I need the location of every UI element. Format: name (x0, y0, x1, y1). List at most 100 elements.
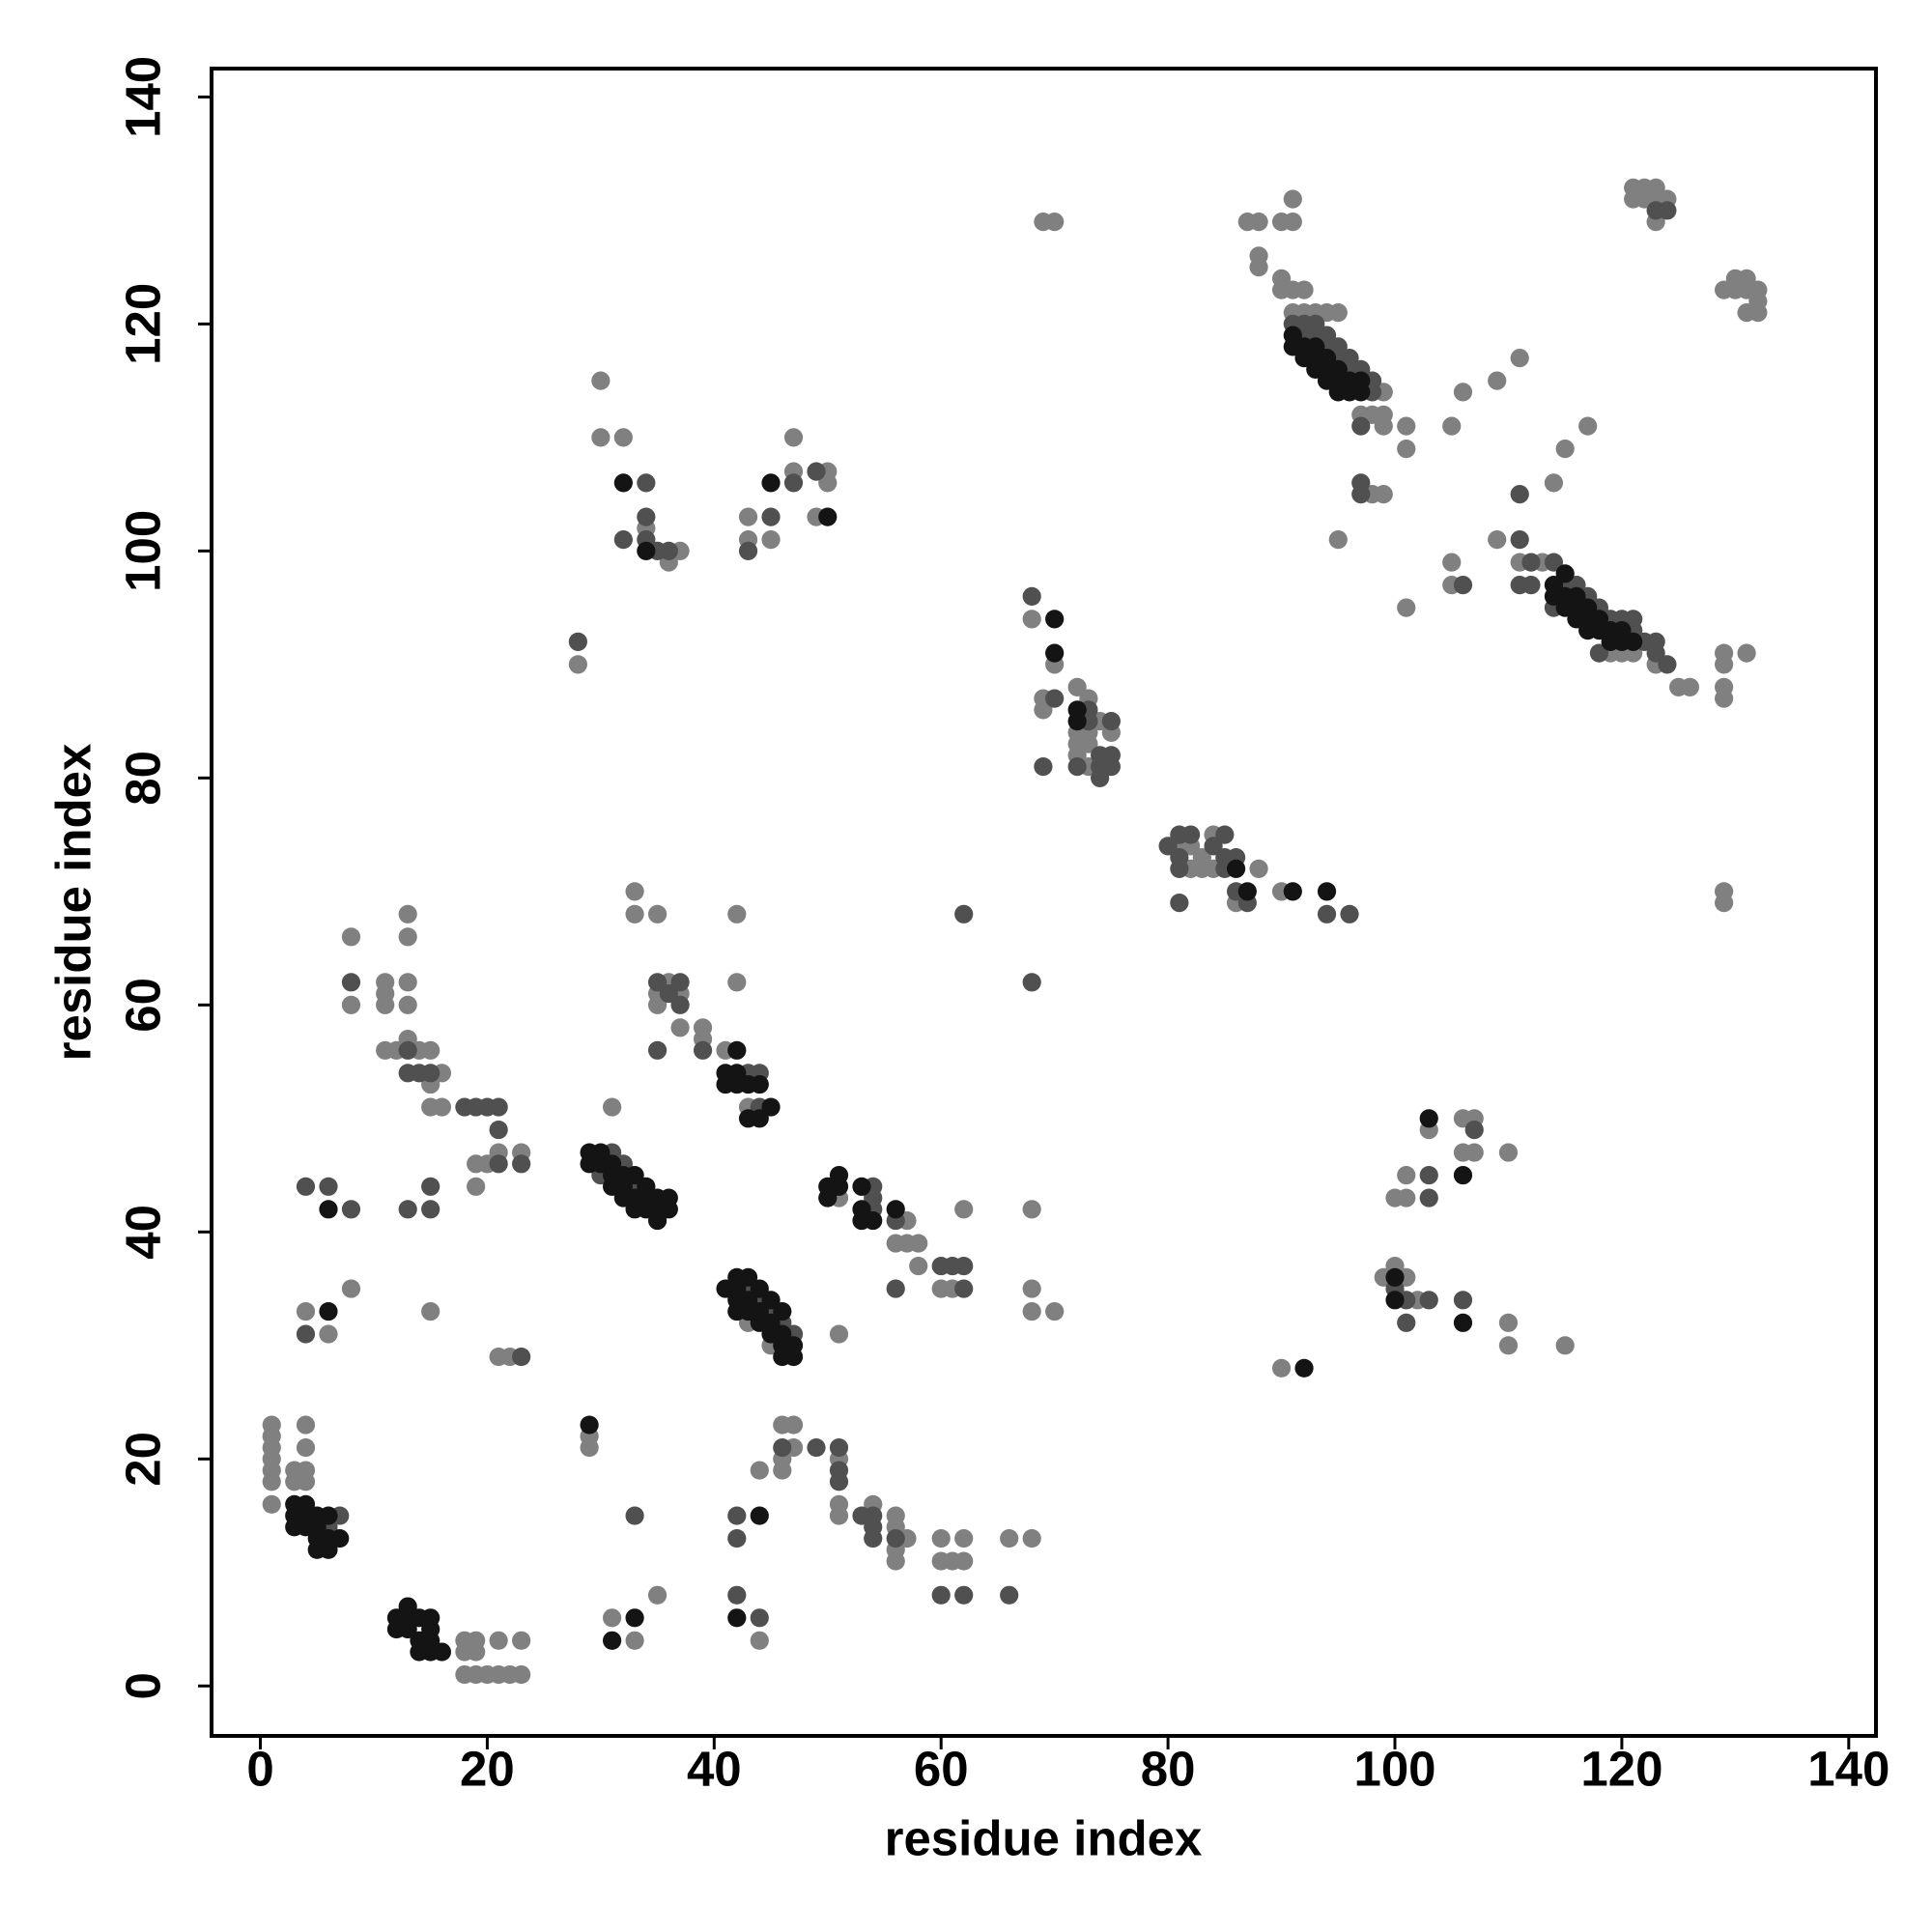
point (1000, 1528, 1019, 1548)
point (1022, 1301, 1041, 1321)
point (1226, 859, 1246, 878)
point (262, 1494, 281, 1514)
point (1374, 416, 1393, 436)
point (1385, 1291, 1405, 1310)
point (1034, 700, 1053, 720)
point (512, 1154, 531, 1174)
point (670, 995, 690, 1014)
point (489, 1154, 508, 1174)
point (1351, 416, 1371, 436)
point (1385, 1267, 1405, 1287)
point (341, 1200, 361, 1219)
point (659, 541, 678, 560)
point (591, 371, 611, 390)
point (1488, 530, 1507, 550)
point (1397, 598, 1416, 617)
point (909, 1256, 928, 1276)
point (421, 1064, 440, 1083)
point (1498, 1313, 1519, 1332)
point (591, 428, 611, 447)
point (398, 1200, 417, 1219)
point (613, 530, 633, 550)
point (886, 1528, 905, 1548)
point (647, 973, 668, 992)
point (398, 927, 417, 947)
point (829, 1472, 849, 1492)
point (1521, 576, 1541, 595)
point (421, 1301, 440, 1321)
point (1351, 371, 1371, 390)
point (421, 1177, 440, 1196)
point (296, 1437, 316, 1458)
point (1328, 530, 1348, 550)
point (931, 1528, 951, 1548)
point (1022, 586, 1041, 606)
point (637, 473, 656, 493)
point (613, 473, 633, 493)
point (1555, 1336, 1575, 1355)
x-tick-label: 80 (1141, 1741, 1196, 1796)
point (1079, 734, 1098, 753)
plot-frame (210, 67, 1878, 1738)
point (376, 995, 395, 1014)
point (1022, 1279, 1041, 1298)
point (1215, 825, 1235, 844)
point (818, 1188, 838, 1208)
point (738, 507, 758, 526)
point (1453, 383, 1473, 402)
point (1715, 689, 1734, 708)
point (1510, 485, 1529, 504)
point (670, 1018, 690, 1037)
point (1624, 632, 1643, 651)
point (954, 1256, 974, 1276)
point (1646, 643, 1665, 663)
point (398, 1619, 417, 1639)
point (603, 1631, 622, 1650)
point (319, 1200, 338, 1219)
point (1680, 677, 1699, 696)
point (1419, 1165, 1438, 1185)
point (421, 1040, 440, 1060)
point (568, 655, 587, 674)
point (727, 973, 747, 992)
point (319, 1324, 338, 1344)
point (954, 1528, 974, 1548)
point (421, 1200, 440, 1219)
point (1715, 893, 1734, 913)
point (954, 904, 974, 923)
point (1419, 1188, 1438, 1208)
x-tick-label: 40 (687, 1741, 742, 1796)
point (1158, 837, 1178, 856)
point (625, 882, 644, 901)
point (1283, 213, 1302, 232)
point (637, 507, 656, 526)
point (852, 1177, 871, 1196)
point (296, 1472, 316, 1492)
point (909, 1234, 928, 1253)
point (1045, 213, 1065, 232)
point (727, 1585, 747, 1605)
point (1067, 756, 1087, 777)
point (307, 1540, 327, 1559)
point (421, 1608, 440, 1628)
point (727, 904, 747, 923)
point (1294, 1358, 1314, 1378)
x-tick-label: 120 (1580, 1741, 1662, 1796)
point (1555, 564, 1575, 583)
point (647, 1210, 668, 1231)
point (296, 1301, 316, 1321)
point (783, 473, 804, 493)
point (931, 1585, 951, 1605)
point (670, 973, 690, 992)
point (1510, 530, 1529, 550)
point (829, 1177, 849, 1196)
x-tick-label: 140 (1807, 1741, 1889, 1796)
point (1204, 837, 1223, 856)
point (829, 1506, 849, 1525)
point (512, 1664, 531, 1685)
point (783, 428, 804, 447)
point (1237, 882, 1257, 901)
point (603, 1608, 622, 1628)
point (625, 1506, 644, 1525)
